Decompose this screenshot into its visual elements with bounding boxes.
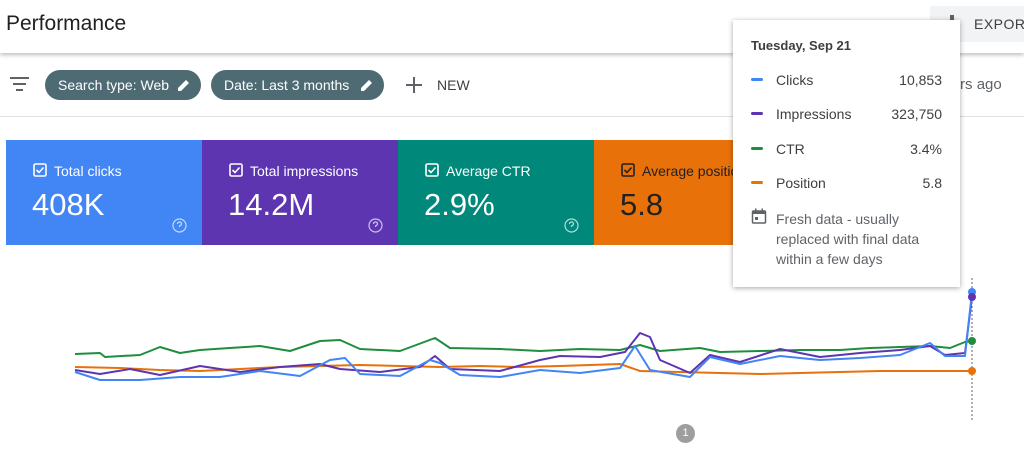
page-title: Performance	[6, 12, 127, 35]
metric-card[interactable]: Total impressions 14.2M	[202, 140, 398, 245]
checkbox	[33, 163, 47, 177]
edit-icon	[361, 80, 372, 91]
metric-value: 2.9%	[424, 187, 495, 222]
tooltip-metric: Clicks	[776, 72, 814, 88]
performance-chart	[74, 278, 976, 422]
metric-label: Average position	[642, 163, 747, 179]
tooltip-date: Tuesday, Sep 21	[751, 38, 851, 53]
divider	[0, 116, 1024, 117]
tooltip-note: Fresh data - usually replaced with final…	[776, 211, 920, 267]
tooltip-metric: Impressions	[776, 106, 852, 122]
legend-swatch	[751, 78, 763, 81]
filter-chip[interactable]: Date: Last 3 months	[211, 70, 384, 100]
checkbox	[621, 163, 635, 177]
annotation-marker[interactable]: 1	[676, 424, 695, 443]
edit-icon	[178, 80, 189, 91]
hover-dot	[968, 367, 976, 375]
hover-dot	[968, 337, 976, 345]
tooltip-value: 5.8	[922, 175, 942, 191]
impressions-line	[74, 296, 973, 376]
help-icon[interactable]	[564, 218, 579, 233]
tooltip-value: 323,750	[891, 106, 942, 122]
calendar-icon	[751, 208, 767, 224]
metric-label: Average CTR	[446, 163, 531, 179]
help-icon[interactable]	[368, 218, 383, 233]
export-icon	[950, 15, 954, 21]
chip-label: Search type: Web	[58, 77, 170, 93]
filter-chip[interactable]: Search type: Web	[45, 70, 201, 100]
legend-swatch	[751, 147, 763, 150]
ctr-line	[74, 337, 973, 358]
legend-swatch	[751, 181, 763, 184]
checkbox	[425, 163, 439, 177]
metric-value: 14.2M	[228, 187, 315, 222]
checkbox	[229, 163, 243, 177]
help-icon[interactable]	[172, 218, 187, 233]
tooltip-value: 3.4%	[910, 141, 942, 157]
tooltip-metric: Position	[776, 175, 826, 191]
add-icon[interactable]	[406, 77, 422, 93]
metric-label: Total clicks	[54, 163, 122, 179]
metric-value: 5.8	[620, 187, 664, 222]
clicks-line	[74, 291, 973, 381]
metric-card[interactable]: Average CTR 2.9%	[398, 140, 594, 245]
export-label[interactable]: EXPORT	[974, 16, 1024, 32]
metric-value: 408K	[32, 187, 105, 222]
hover-dot	[968, 293, 976, 301]
tooltip: Tuesday, Sep 21 Clicks 10,853 Impression…	[733, 20, 960, 287]
new-button[interactable]: NEW	[437, 77, 470, 93]
filter-icon[interactable]	[10, 76, 30, 92]
metric-card[interactable]: Total clicks 408K	[6, 140, 202, 245]
tooltip-value: 10,853	[899, 72, 942, 88]
legend-swatch	[751, 112, 763, 115]
metric-label: Total impressions	[250, 163, 359, 179]
tooltip-metric: CTR	[776, 141, 805, 157]
chip-label: Date: Last 3 months	[224, 77, 350, 93]
